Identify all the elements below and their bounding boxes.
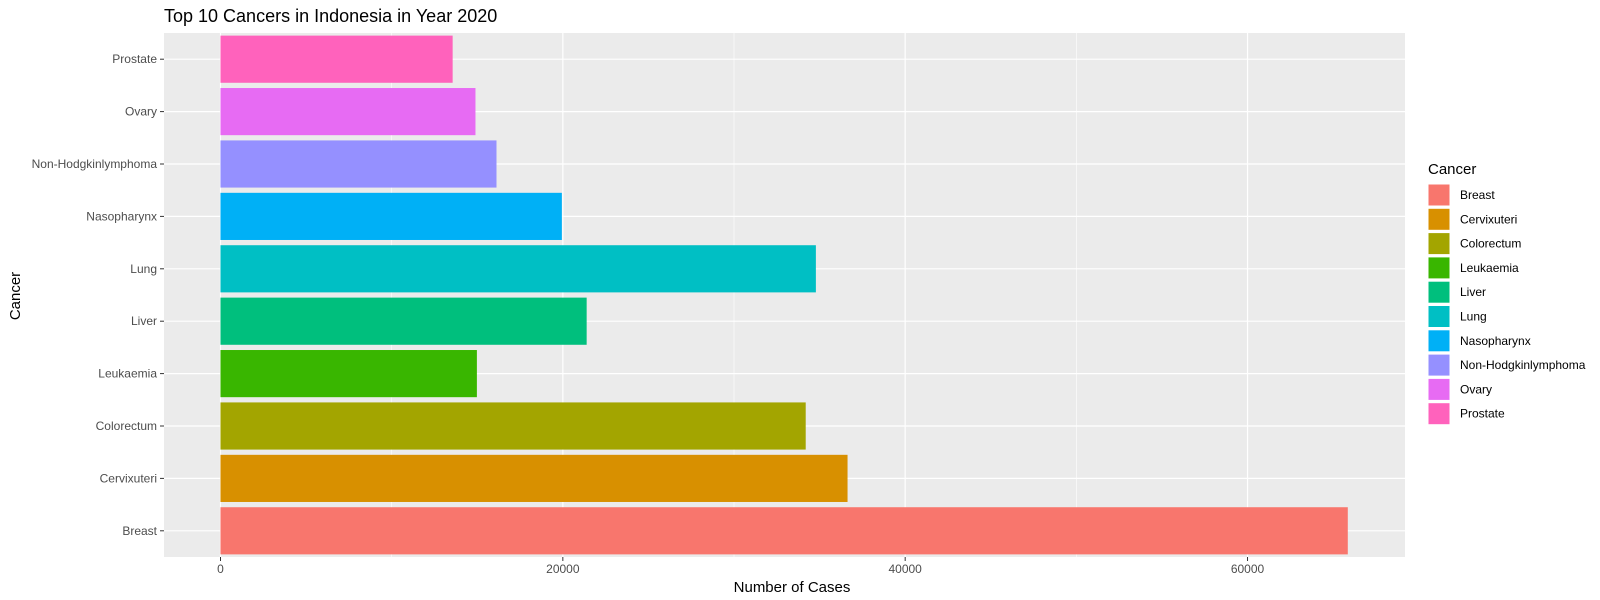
legend-label: Leukaemia	[1460, 261, 1519, 275]
x-tick-label: 0	[217, 562, 224, 576]
legend-label: Lung	[1460, 310, 1487, 324]
y-tick-label: Non-Hodgkinlymphoma	[32, 157, 158, 171]
legend-label: Ovary	[1460, 382, 1492, 396]
x-axis-title: Number of Cases	[734, 579, 851, 596]
legend-label: Non-Hodgkinlymphoma	[1460, 358, 1586, 372]
bar-liver	[220, 297, 587, 345]
legend-label: Nasopharynx	[1460, 334, 1531, 348]
y-tick-label: Breast	[122, 524, 157, 538]
legend-key-prostate	[1427, 402, 1451, 426]
legend-title: Cancer	[1428, 161, 1476, 178]
bar-non-hodgkinlymphoma	[220, 140, 497, 188]
legend-key-colorectum	[1427, 232, 1451, 256]
bar-prostate	[220, 35, 453, 83]
bar-breast	[220, 507, 1348, 555]
legend-label: Colorectum	[1460, 237, 1521, 251]
y-tick-label: Prostate	[112, 52, 157, 66]
legend-label: Prostate	[1460, 407, 1505, 421]
legend-label: Breast	[1460, 188, 1495, 202]
chart-title: Top 10 Cancers in Indonesia in Year 2020	[164, 6, 497, 26]
x-tick-label: 60000	[1231, 562, 1265, 576]
y-tick-label: Lung	[130, 262, 157, 276]
y-tick-label: Colorectum	[96, 419, 157, 433]
bar-cervixuteri	[220, 454, 848, 502]
y-tick-label: Cervixuteri	[100, 471, 157, 485]
bar-ovary	[220, 88, 476, 136]
legend-key-ovary	[1427, 377, 1451, 401]
x-tick-label: 20000	[546, 562, 580, 576]
y-axis-title: Cancer	[7, 272, 24, 320]
y-tick-label: Liver	[131, 314, 157, 328]
bars	[220, 35, 1348, 555]
legend-key-lung	[1427, 305, 1451, 328]
legend-key-cervixuteri	[1427, 207, 1451, 231]
x-tick-label: 40000	[888, 562, 922, 576]
legend-label: Cervixuteri	[1460, 212, 1517, 226]
y-tick-label: Ovary	[125, 105, 157, 119]
bar-leukaemia	[220, 350, 477, 398]
y-axis: Breast Cervixuteri Colorectum Leukaemia Live…	[32, 52, 164, 538]
legend-key-leukaemia	[1427, 256, 1451, 280]
y-tick-label: Leukaemia	[98, 367, 157, 381]
x-axis: 0 20000 40000 60000	[217, 557, 1265, 576]
legend-key-breast	[1427, 183, 1451, 207]
bar-lung	[220, 245, 816, 293]
legend: Cancer Breast Cervixuteri Colorectum Leukae…	[1427, 161, 1586, 426]
legend-key-non-hodgkinlymphoma	[1427, 353, 1451, 377]
bar-nasopharynx	[220, 192, 562, 240]
legend-key-liver	[1427, 280, 1451, 304]
legend-label: Liver	[1460, 285, 1486, 299]
legend-key-nasopharynx	[1427, 329, 1451, 353]
y-tick-label: Nasopharynx	[86, 209, 157, 223]
bar-colorectum	[220, 402, 806, 450]
